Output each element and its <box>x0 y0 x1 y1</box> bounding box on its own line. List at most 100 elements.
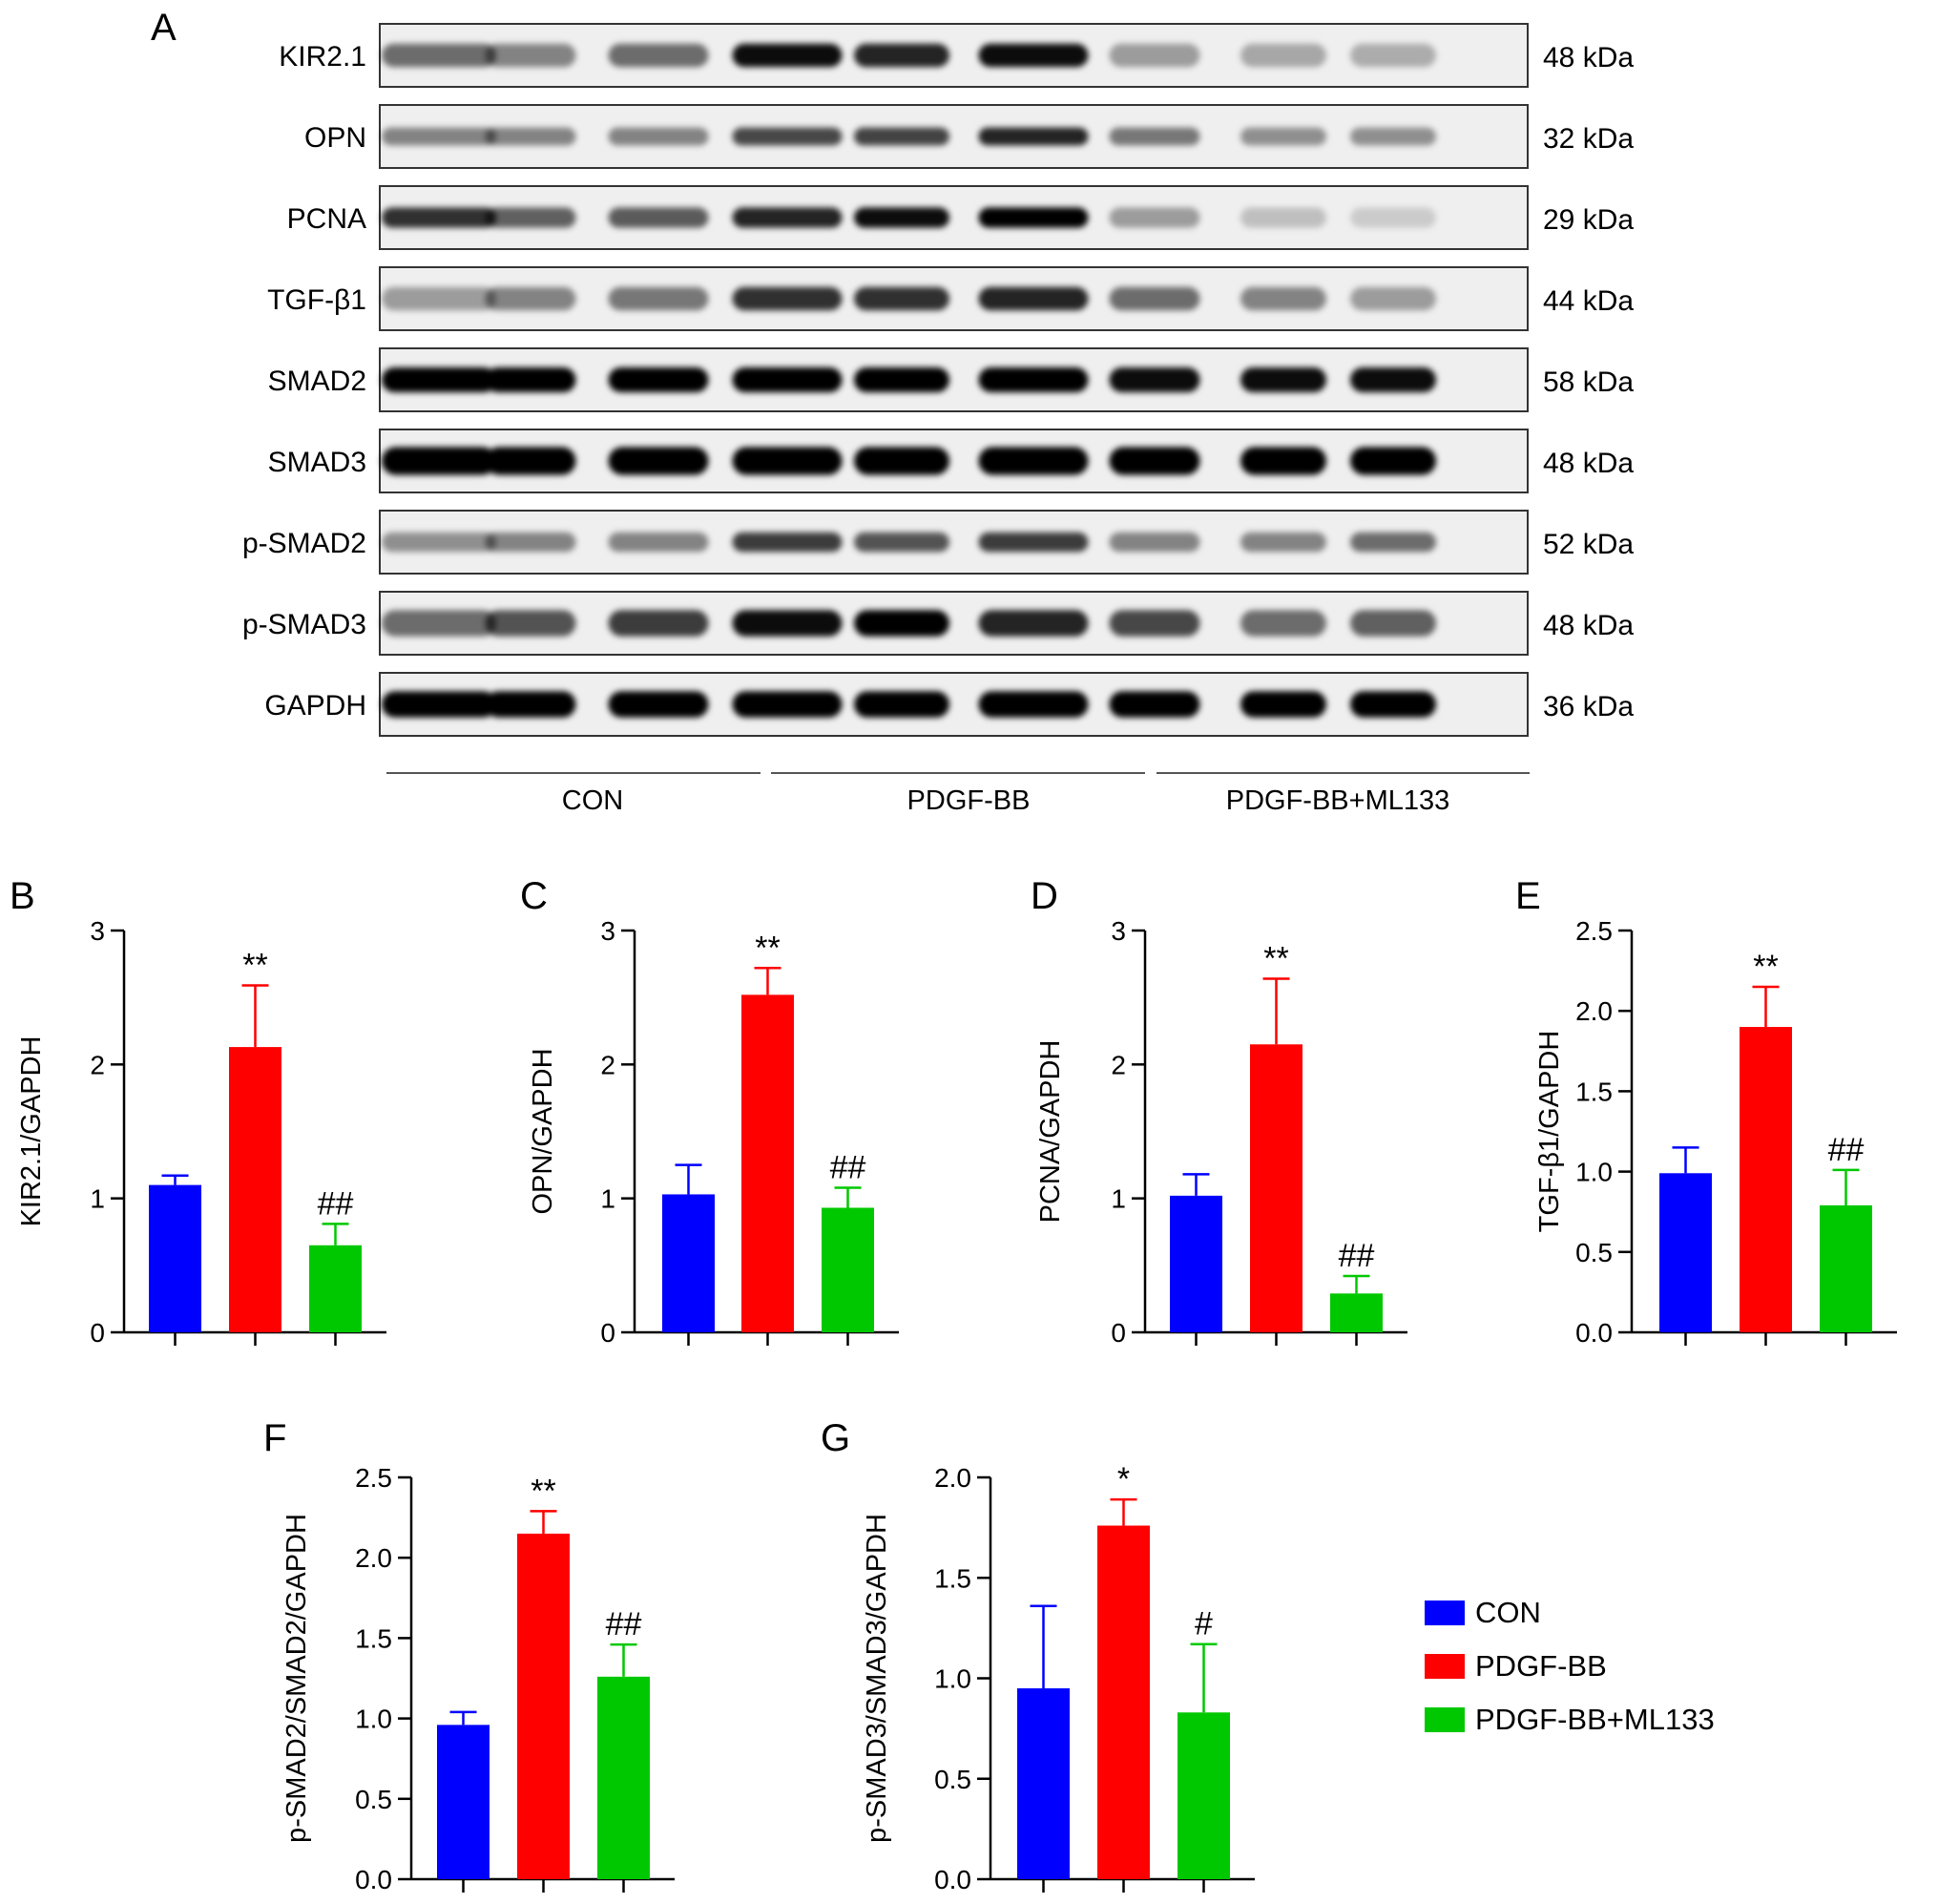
y-tick-label: 0.0 <box>1575 1318 1613 1348</box>
y-tick-label: 0.0 <box>355 1865 392 1894</box>
blot-band <box>732 286 843 311</box>
blot-band <box>1109 286 1200 311</box>
blot-band <box>1109 447 1200 475</box>
bar <box>437 1725 490 1879</box>
blot-band <box>1350 286 1436 311</box>
bar <box>309 1245 362 1332</box>
blot-band <box>978 127 1089 146</box>
blot-row: SMAD2 58 kDa <box>268 347 1634 412</box>
blot-band <box>732 691 843 718</box>
blot-band <box>978 367 1089 392</box>
significance-mark: * <box>1117 1461 1130 1497</box>
kda-label: 48 kDa <box>1543 610 1634 641</box>
blot-bands <box>382 207 1436 228</box>
blot-band <box>1109 207 1200 228</box>
blot-row: OPN 32 kDa <box>304 104 1634 169</box>
protein-label: KIR2.1 <box>279 41 366 73</box>
kda-label: 48 kDa <box>1543 448 1634 479</box>
blot-band <box>1350 367 1436 392</box>
y-tick-label: 1 <box>600 1184 615 1214</box>
blot-row: TGF-β1 44 kDa <box>267 266 1634 331</box>
blot-band <box>1109 127 1200 146</box>
y-axis-label: PCNA/GAPDH <box>1035 1040 1066 1224</box>
y-tick-label: 0.5 <box>1575 1238 1613 1267</box>
blot-bands <box>382 43 1436 68</box>
blot-row: p-SMAD2 52 kDa <box>242 510 1634 575</box>
blot-band <box>382 447 496 475</box>
y-tick-label: 1.0 <box>934 1664 971 1694</box>
y-tick-label: 3 <box>90 916 105 946</box>
y-tick-label: 1.0 <box>355 1705 392 1734</box>
blot-band <box>978 610 1089 637</box>
blot-band <box>732 127 843 146</box>
panel-letter: C <box>520 875 548 917</box>
blot-band <box>485 532 576 553</box>
blot-band <box>485 691 576 718</box>
significance-mark: ** <box>1263 941 1288 977</box>
blot-band <box>1350 43 1436 68</box>
legend-swatch-con <box>1425 1601 1465 1625</box>
blot-band <box>1109 610 1200 637</box>
y-tick-label: 0.5 <box>355 1785 392 1814</box>
significance-mark: ## <box>606 1606 642 1642</box>
blot-band <box>485 286 576 311</box>
blot-band <box>1109 367 1200 392</box>
blot-band <box>1240 207 1326 228</box>
bar <box>1017 1688 1070 1879</box>
blot-row: SMAD3 48 kDa <box>268 429 1634 493</box>
panel-letter: B <box>10 875 35 917</box>
blot-row: p-SMAD3 48 kDa <box>242 591 1634 656</box>
y-axis-label: KIR2.1/GAPDH <box>16 1036 47 1227</box>
kda-label: 48 kDa <box>1543 42 1634 73</box>
blot-band <box>1240 127 1326 146</box>
bar-chart-e: E 0.0 0.5 1.0 1.5 2.0 2.5 TGF-β1/GAPDH ** ## <box>1515 875 1897 1348</box>
y-tick-label: 0.0 <box>934 1865 971 1894</box>
blot-row: PCNA 29 kDa <box>287 185 1634 250</box>
blot-band <box>382 286 496 311</box>
bar <box>597 1676 650 1879</box>
bar <box>149 1184 201 1332</box>
y-tick-label: 1.5 <box>355 1623 392 1653</box>
blot-band <box>854 532 949 553</box>
protein-label: p-SMAD2 <box>242 528 366 559</box>
y-tick-label: 0.5 <box>934 1765 971 1794</box>
y-tick-label: 2.0 <box>1575 996 1613 1026</box>
blot-band <box>485 447 576 475</box>
group-label-con: CON <box>562 785 623 816</box>
y-tick-label: 2.5 <box>355 1463 392 1493</box>
blot-band <box>732 207 843 228</box>
y-tick-label: 1.5 <box>1575 1077 1613 1106</box>
blot-band <box>854 447 949 475</box>
blot-band <box>1240 610 1326 637</box>
blot-band <box>1240 532 1326 553</box>
bar <box>1097 1525 1150 1879</box>
panel-letter: D <box>1031 875 1058 917</box>
y-tick-label: 2.0 <box>934 1463 971 1493</box>
blot-band <box>854 610 949 637</box>
kda-label: 52 kDa <box>1543 529 1634 560</box>
blot-band <box>382 207 496 228</box>
blot-band <box>608 207 709 228</box>
y-tick-label: 2 <box>600 1050 615 1079</box>
bar-chart-d: D 0 1 2 3 PCNA/GAPDH ** ## <box>1031 875 1407 1348</box>
blot-band <box>854 286 949 311</box>
blot-band <box>1350 127 1436 146</box>
panel-letter: F <box>263 1417 286 1459</box>
bar <box>1250 1044 1302 1332</box>
bar <box>822 1207 874 1332</box>
blot-band <box>1109 532 1200 553</box>
legend-label-pdgf: PDGF-BB <box>1475 1649 1607 1683</box>
y-tick-label: 3 <box>600 916 615 946</box>
significance-mark: ** <box>531 1473 555 1509</box>
significance-mark: ## <box>318 1185 354 1222</box>
blot-band <box>1240 447 1326 475</box>
blot-band <box>1350 691 1436 718</box>
blot-band <box>1350 532 1436 553</box>
blot-band <box>854 43 949 68</box>
western-blot-panel: A KIR2.1 48 kDa OPN 32 kDa PCNA 29 kDa TGF-β1 4… <box>151 7 1634 816</box>
blot-band <box>608 286 709 311</box>
y-tick-label: 1.0 <box>1575 1158 1613 1187</box>
blot-band <box>978 532 1089 553</box>
panel-letter: G <box>821 1417 850 1459</box>
legend: CON PDGF-BB PDGF-BB+ML133 <box>1425 1596 1715 1736</box>
